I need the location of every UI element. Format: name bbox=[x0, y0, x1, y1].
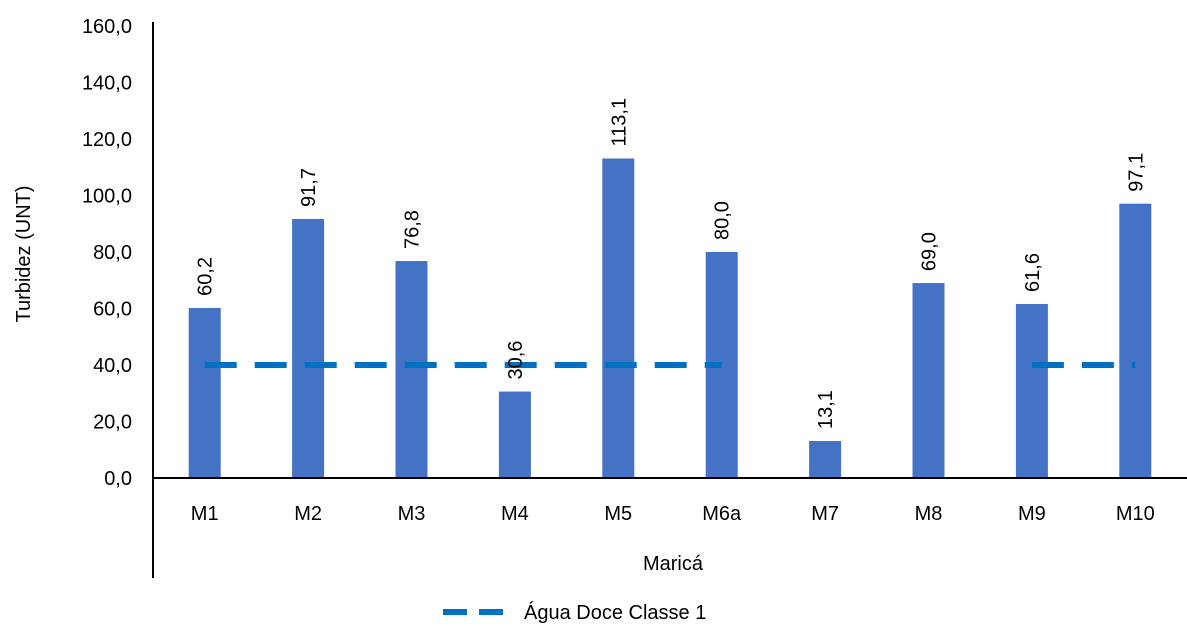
data-label: 60,2 bbox=[195, 257, 217, 296]
y-axis: 0,0 20,0 40,0 60,0 80,0 100,0 120,0 140,0 160,0 bbox=[82, 16, 154, 578]
legend-label: Água Doce Classe 1 bbox=[524, 601, 706, 624]
x-tick-label: M7 bbox=[811, 503, 839, 525]
x-tick-label: M6a bbox=[702, 503, 742, 525]
x-tick-label: M8 bbox=[915, 503, 943, 525]
y-tick-label: 80,0 bbox=[93, 242, 132, 264]
bar bbox=[498, 391, 531, 478]
x-tick-label: M1 bbox=[191, 503, 219, 525]
y-tick-label: 100,0 bbox=[82, 186, 132, 208]
data-label: 91,7 bbox=[298, 168, 320, 207]
data-label: 80,0 bbox=[712, 201, 734, 240]
x-axis-group-label: Maricá bbox=[643, 553, 704, 575]
bar bbox=[1119, 203, 1152, 478]
y-tick-label: 40,0 bbox=[93, 355, 132, 377]
bar bbox=[912, 283, 945, 478]
legend: Água Doce Classe 1 bbox=[443, 601, 706, 624]
y-tick-label: 120,0 bbox=[82, 129, 132, 151]
bar bbox=[188, 307, 221, 478]
data-label: 61,6 bbox=[1022, 253, 1044, 292]
bar bbox=[1015, 303, 1048, 478]
data-label: 69,0 bbox=[919, 232, 941, 271]
y-axis-title: Turbidez (UNT) bbox=[13, 185, 35, 322]
data-label: 76,8 bbox=[402, 210, 424, 249]
bar bbox=[809, 440, 842, 478]
bar bbox=[602, 158, 635, 478]
x-tick-label: M9 bbox=[1018, 503, 1046, 525]
y-tick-label: 140,0 bbox=[82, 73, 132, 95]
data-label: 113,1 bbox=[608, 98, 630, 147]
x-tick-label: M2 bbox=[294, 503, 322, 525]
bar bbox=[292, 218, 325, 478]
y-tick-label: 160,0 bbox=[82, 16, 132, 38]
data-label: 13,1 bbox=[815, 390, 837, 429]
data-labels: 60,2 91,7 76,8 30,6 113,1 80,0 13,1 69,0 61,6 97,… bbox=[195, 98, 1148, 429]
y-tick-label: 0,0 bbox=[104, 468, 132, 490]
bar bbox=[395, 261, 428, 478]
x-tick-label: M4 bbox=[501, 503, 529, 525]
data-label: 30,6 bbox=[505, 341, 527, 380]
x-tick-label: M10 bbox=[1116, 503, 1155, 525]
x-tick-label: M3 bbox=[398, 503, 426, 525]
x-tick-label: M5 bbox=[604, 503, 632, 525]
y-tick-label: 60,0 bbox=[93, 299, 132, 321]
y-tick-label: 20,0 bbox=[93, 412, 132, 434]
bars bbox=[188, 158, 1152, 478]
data-label: 97,1 bbox=[1125, 153, 1147, 192]
x-axis: M1 M2 M3 M4 M5 M6a M7 M8 M9 M10 bbox=[153, 477, 1187, 525]
